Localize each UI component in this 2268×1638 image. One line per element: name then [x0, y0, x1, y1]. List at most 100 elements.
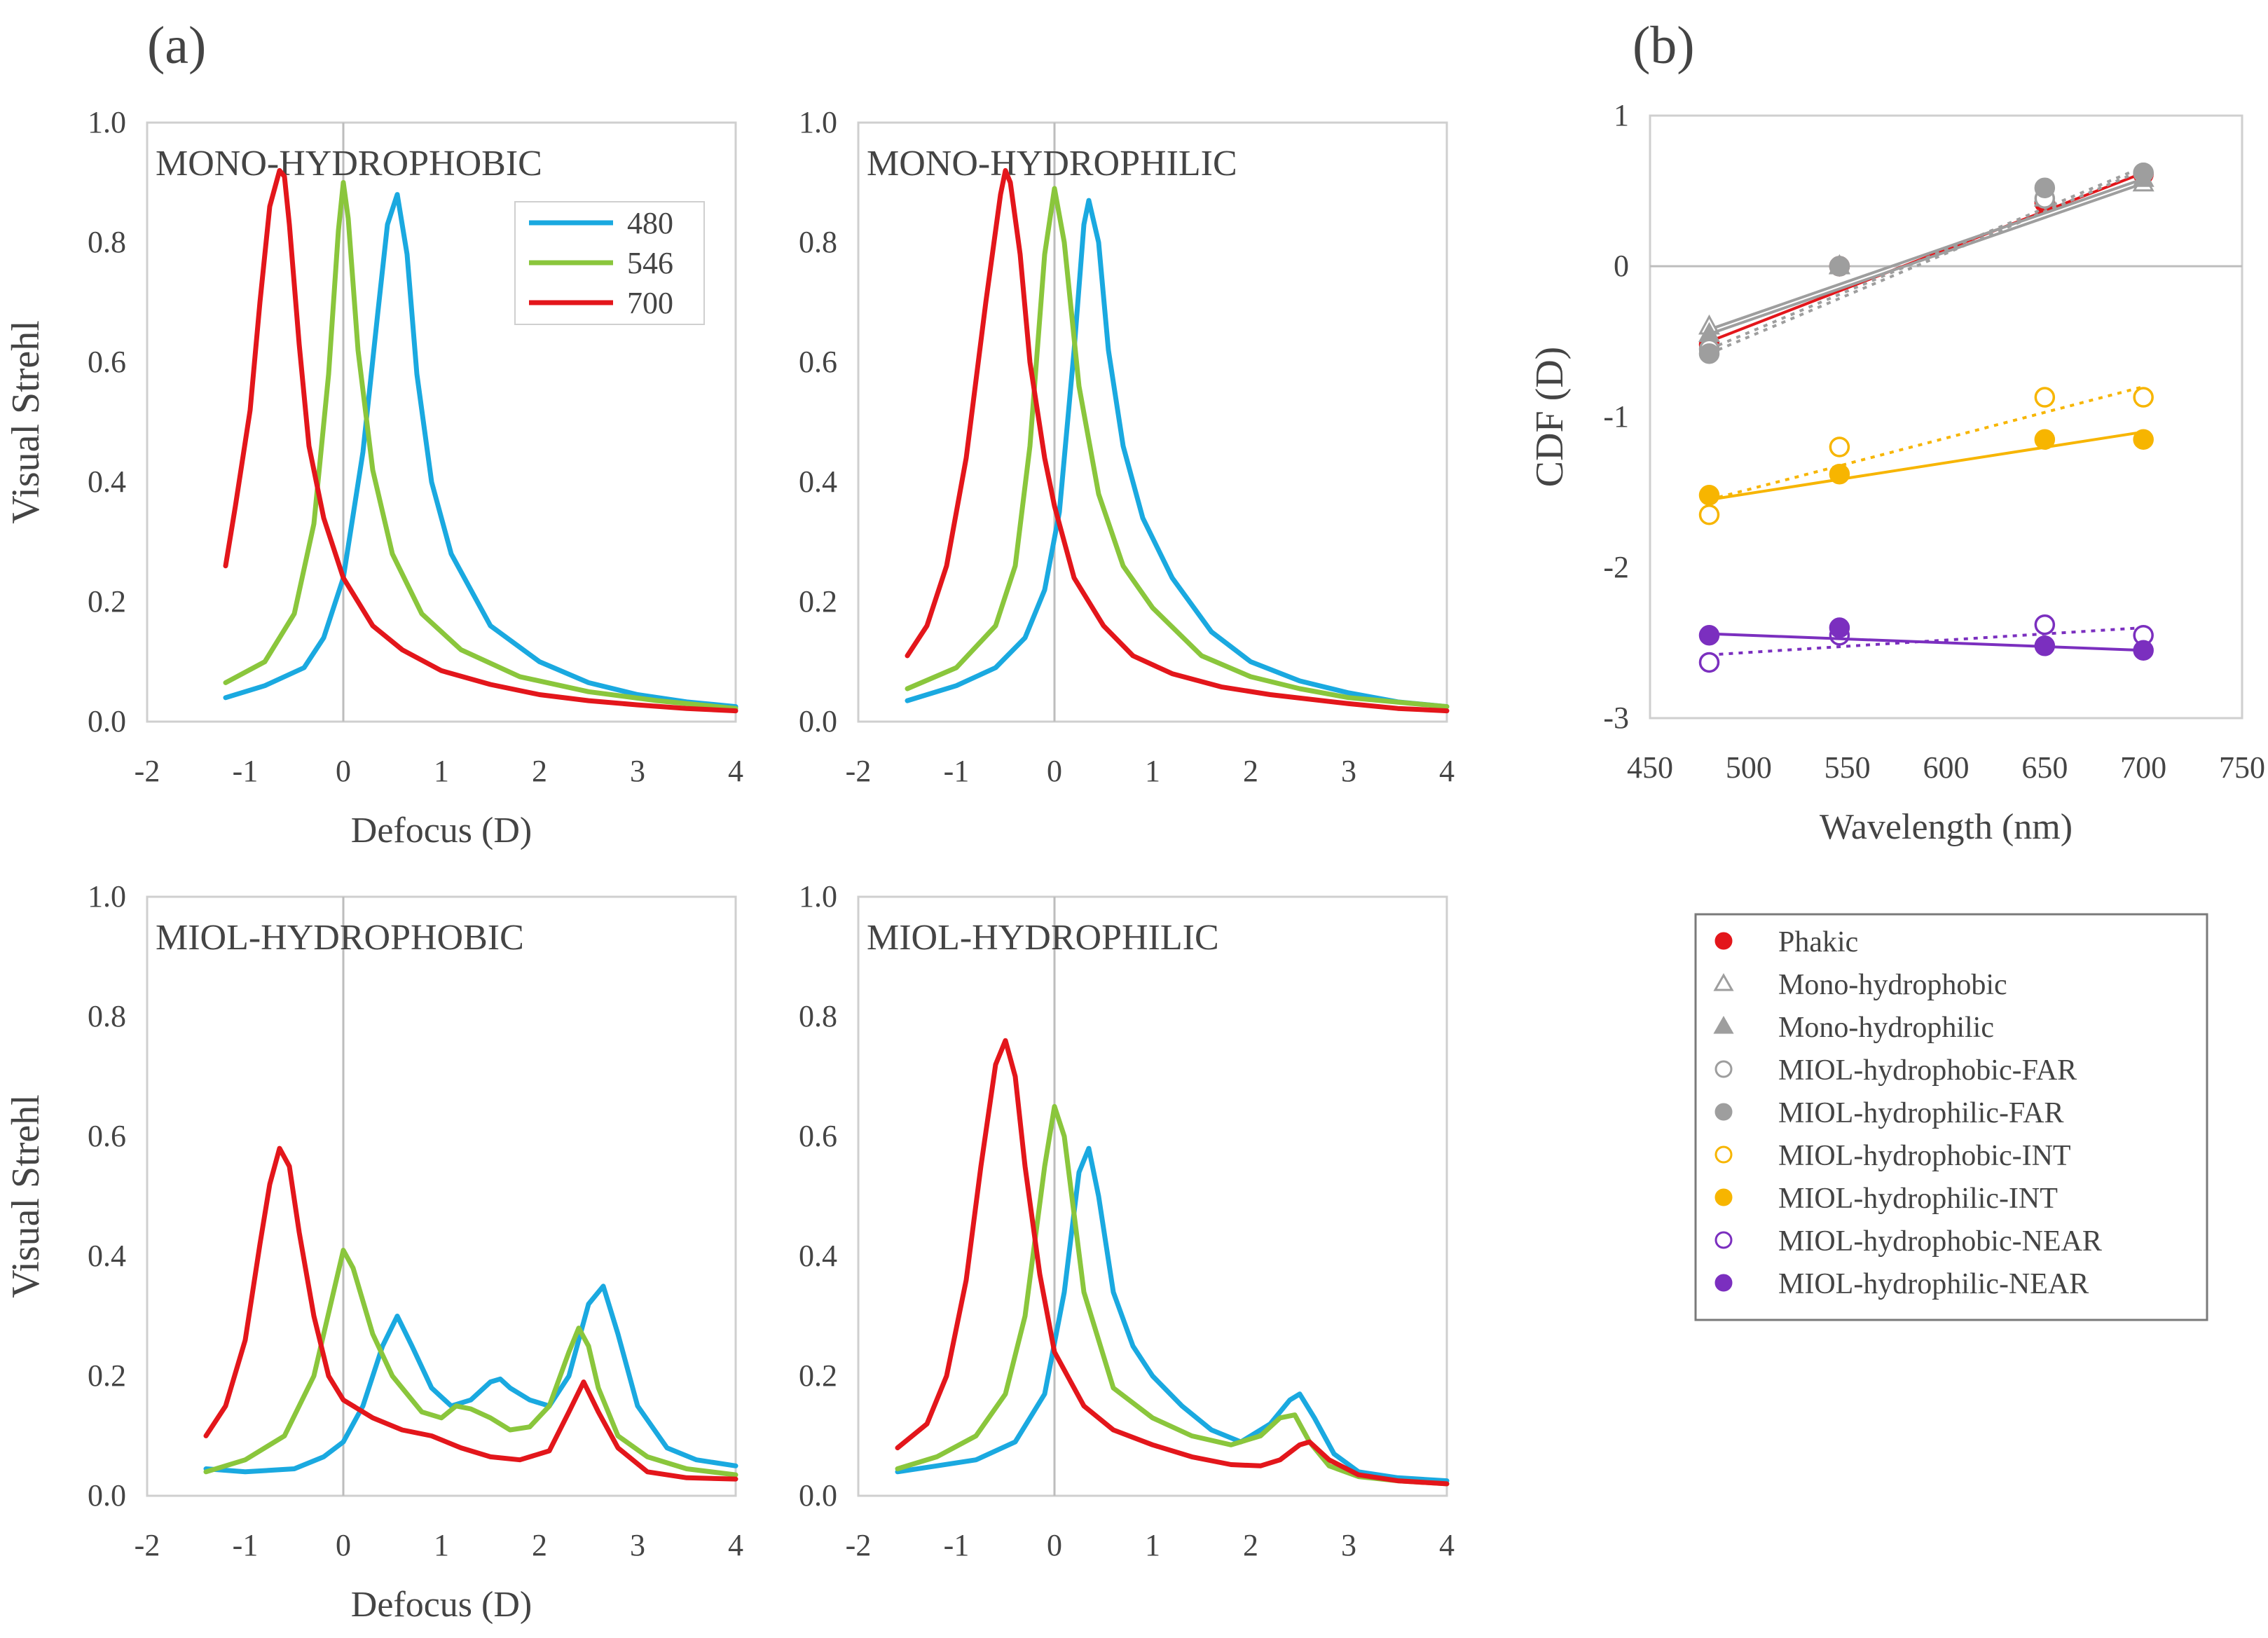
- legend-marker: [1714, 1060, 1733, 1078]
- x-tick-label: 4: [1439, 754, 1455, 788]
- x-tick-label: 2: [532, 754, 547, 788]
- x-tick-label: 0: [1047, 754, 1062, 788]
- data-point: [1698, 504, 1720, 525]
- data-point: [2133, 640, 2154, 661]
- fit-line: [1708, 385, 2144, 502]
- legend-marker: [1714, 1188, 1733, 1206]
- data-point: [2034, 177, 2056, 198]
- x-tick-label: 0: [1047, 1528, 1062, 1562]
- legend-label: Phakic: [1778, 926, 1858, 958]
- panel-label-b: (b): [1633, 16, 1695, 75]
- plot-frame: [146, 121, 737, 723]
- data-point: [2133, 429, 2154, 450]
- y-tick-label: -1: [1603, 399, 1629, 434]
- panel-label-a: (a): [147, 16, 206, 75]
- y-tick-label: 0.0: [88, 1478, 126, 1513]
- legend-label: Mono-hydrophobic: [1778, 969, 2007, 1001]
- x-tick-label: 4: [1439, 1528, 1455, 1562]
- x-tick-label: 3: [630, 1528, 645, 1562]
- y-tick-label: 0.8: [88, 225, 126, 259]
- data-point: [2034, 614, 2056, 635]
- series-line-700: [203, 1145, 738, 1482]
- x-tick-label: 3: [1341, 754, 1356, 788]
- y-tick-label: 0.4: [88, 1239, 126, 1273]
- legend-marker: [1714, 1145, 1733, 1164]
- x-tick-label: 500: [1726, 750, 1772, 785]
- x-tick-label: -2: [135, 754, 160, 788]
- x-axis-label: Defocus (D): [351, 811, 532, 851]
- legend-marker: [1713, 1015, 1734, 1034]
- y-tick-label: 0.8: [799, 225, 837, 259]
- plots: 0.0 0.2 0.4 0.6 0.8 1.0 -2 -1 0 1 2 3 4 Defocus (D) Vi…: [4, 98, 2265, 1625]
- y-tick-label: 0.2: [799, 1358, 837, 1393]
- legend-label-546: 546: [627, 246, 673, 280]
- x-tick-label: 4: [728, 1528, 743, 1562]
- series-line-700: [905, 167, 1450, 714]
- y-tick-label: 1: [1614, 98, 1629, 132]
- y-tick-label: 0: [1614, 249, 1629, 283]
- data-point: [1698, 485, 1720, 506]
- series-line-546: [223, 180, 738, 711]
- fit-line: [1708, 168, 2144, 355]
- chart-mono-hydrophilic: 0.0 0.2 0.4 0.6 0.8 1.0 -2 -1 0 1 2 3 4 MONO-HYDROPHI…: [799, 105, 1455, 788]
- series-line-700: [895, 1038, 1450, 1487]
- x-tick-label: 600: [1923, 750, 1970, 785]
- legend-label: MIOL-hydrophilic-FAR: [1778, 1097, 2064, 1129]
- legend-label: MIOL-hydrophilic-INT: [1778, 1183, 2058, 1215]
- fit-line: [1708, 177, 2144, 331]
- data-point: [1698, 343, 1720, 364]
- fit-line: [1708, 165, 2144, 351]
- y-tick-label: 1.0: [799, 879, 837, 914]
- chart-title: MIOL-HYDROPHOBIC: [156, 918, 524, 958]
- x-tick-label: 550: [1824, 750, 1871, 785]
- y-axis-label: Visual Strehl: [4, 320, 48, 524]
- x-tick-label: 3: [630, 754, 645, 788]
- x-axis-label: Wavelength (nm): [1820, 807, 2073, 847]
- data-point: [2133, 162, 2154, 184]
- x-tick-label: 0: [336, 1528, 351, 1562]
- x-axis-label: Defocus (D): [351, 1585, 532, 1625]
- x-tick-label: 1: [1145, 754, 1160, 788]
- plot-frame: [1649, 114, 2243, 720]
- x-tick-label: -1: [233, 754, 259, 788]
- series-line-700: [223, 167, 738, 714]
- y-tick-label: 0.0: [799, 1478, 837, 1513]
- chart-title: MIOL-HYDROPHILIC: [867, 918, 1219, 958]
- plot-frame: [857, 121, 1448, 723]
- legend-label: MIOL-hydrophobic-INT: [1778, 1140, 2071, 1172]
- y-tick-label: 0.6: [88, 1119, 126, 1153]
- y-tick-label: 0.6: [799, 345, 837, 379]
- fit-line: [1708, 181, 2144, 336]
- y-axis-label: CDF (D): [1528, 347, 1572, 488]
- chart-miol-hydrophobic: 0.0 0.2 0.4 0.6 0.8 1.0 -2 -1 0 1 2 3 4 Defocus (D) Vi…: [4, 879, 743, 1625]
- legend-label: Mono-hydrophilic: [1778, 1012, 1994, 1044]
- data-point: [1829, 436, 1850, 457]
- series-line-546: [905, 186, 1450, 710]
- legend-marker: [1714, 932, 1733, 950]
- x-tick-label: 1: [434, 754, 449, 788]
- x-tick-label: 700: [2120, 750, 2166, 785]
- y-tick-label: 0.8: [88, 999, 126, 1033]
- x-tick-label: -1: [233, 1528, 259, 1562]
- y-tick-label: 1.0: [88, 879, 126, 914]
- legend-label: MIOL-hydrophobic-NEAR: [1778, 1225, 2102, 1258]
- y-tick-label: 0.6: [799, 1119, 837, 1153]
- legend-label: MIOL-hydrophilic-NEAR: [1778, 1268, 2089, 1300]
- data-point: [1698, 652, 1720, 673]
- y-tick-label: 0.2: [799, 584, 837, 619]
- series-line-546: [203, 1248, 738, 1478]
- data-point: [2133, 387, 2154, 408]
- x-tick-label: 3: [1341, 1528, 1356, 1562]
- y-tick-label: -3: [1603, 701, 1629, 735]
- y-tick-label: 0.0: [88, 704, 126, 738]
- x-tick-label: 2: [1243, 754, 1258, 788]
- x-tick-label: 0: [336, 754, 351, 788]
- x-tick-label: 450: [1627, 750, 1673, 785]
- x-tick-label: -1: [944, 754, 970, 788]
- x-tick-label: 1: [434, 1528, 449, 1562]
- x-tick-label: 4: [728, 754, 743, 788]
- chart-miol-hydrophilic: 0.0 0.2 0.4 0.6 0.8 1.0 -2 -1 0 1 2 3 4 MIOL-HYDROPHI…: [799, 879, 1455, 1562]
- y-tick-label: 1.0: [88, 105, 126, 139]
- legend-label: MIOL-hydrophobic-FAR: [1778, 1054, 2077, 1087]
